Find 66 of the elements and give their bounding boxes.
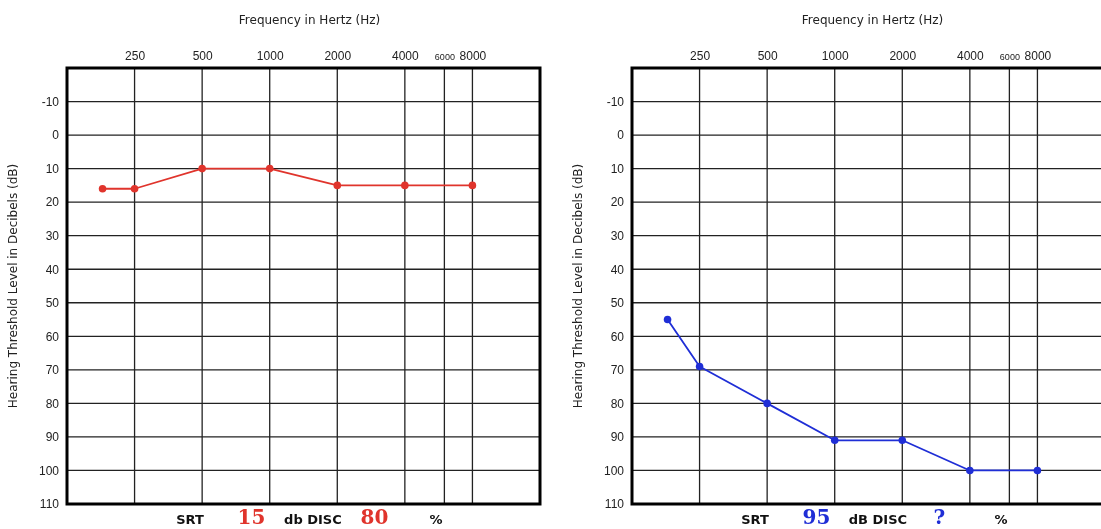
x-tick-label: 4000 (392, 49, 420, 63)
y-tick-label: 30 (45, 229, 60, 244)
y-tick-label: 80 (610, 396, 625, 411)
y-tick-label: 50 (45, 296, 60, 311)
point (695, 362, 704, 371)
y-tick-label: 20 (45, 195, 60, 210)
text: % (429, 512, 443, 527)
y-tick-label: 80 (45, 396, 60, 411)
y-tick-label: 40 (610, 262, 625, 277)
x-axis-title: Frequency in Hertz (Hz) (238, 13, 381, 27)
text: 15 (237, 505, 266, 529)
y-tick-label: -10 (41, 94, 60, 109)
x-axis-title: Frequency in Hertz (Hz) (801, 13, 944, 27)
y-axis-title: Hearing Threshold Level in Decibels (dB) (571, 163, 585, 409)
y-tick-label: 50 (610, 296, 625, 311)
point (198, 164, 206, 173)
text: % (994, 512, 1008, 527)
point (1033, 466, 1042, 475)
x-tick-label: 2000 (889, 49, 917, 63)
text: ? (933, 505, 946, 529)
y-tick-label: 20 (610, 195, 625, 210)
point (401, 181, 409, 190)
point (830, 436, 839, 445)
point (265, 164, 274, 173)
y-tick-label: 0 (52, 128, 60, 143)
y-tick-label: 100 (603, 463, 625, 478)
y-tick-label: 70 (45, 363, 60, 378)
y-tick-label: 10 (610, 161, 625, 176)
point (966, 466, 974, 475)
y-tick-label: 60 (45, 329, 60, 344)
x-tick-label: 4000 (957, 49, 985, 63)
y-tick-label: 0 (617, 128, 625, 143)
x-tick-label: 500 (192, 49, 213, 63)
point (333, 181, 342, 190)
point (130, 184, 139, 193)
y-tick-label: 110 (39, 497, 60, 512)
y-tick-label: 100 (38, 463, 60, 478)
text: SRT (176, 512, 204, 527)
x-tick-label: 2000 (324, 49, 352, 63)
x-tick-label: 500 (757, 49, 778, 63)
x-tick-label: 250 (690, 49, 711, 63)
x-tick-label: 6000 (999, 52, 1020, 62)
point (468, 181, 477, 190)
y-tick-label: 40 (45, 262, 60, 277)
x-tick-label: 8000 (1024, 49, 1052, 63)
text: SRT (741, 512, 769, 527)
x-tick-label: 6000 (434, 52, 455, 62)
text: db DISC (284, 512, 342, 527)
y-tick-label: 30 (610, 229, 625, 244)
y-tick-label: 90 (610, 430, 625, 445)
y-tick-label: 110 (604, 497, 625, 512)
x-tick-label: 250 (125, 49, 146, 63)
x-tick-label: 8000 (459, 49, 487, 63)
y-axis-title: Hearing Threshold Level in Decibels (dB) (6, 163, 20, 409)
x-tick-label: 1000 (256, 49, 284, 63)
point (898, 436, 907, 445)
x-tick-label: 1000 (821, 49, 849, 63)
text: 95 (802, 505, 831, 529)
y-tick-label: 90 (45, 430, 60, 445)
y-tick-label: 70 (610, 363, 625, 378)
y-tick-label: -10 (606, 94, 625, 109)
y-tick-label: 10 (45, 161, 60, 176)
y-tick-label: 60 (610, 329, 625, 344)
text: dB DISC (848, 512, 908, 527)
text: 80 (360, 505, 389, 529)
point (763, 399, 771, 408)
